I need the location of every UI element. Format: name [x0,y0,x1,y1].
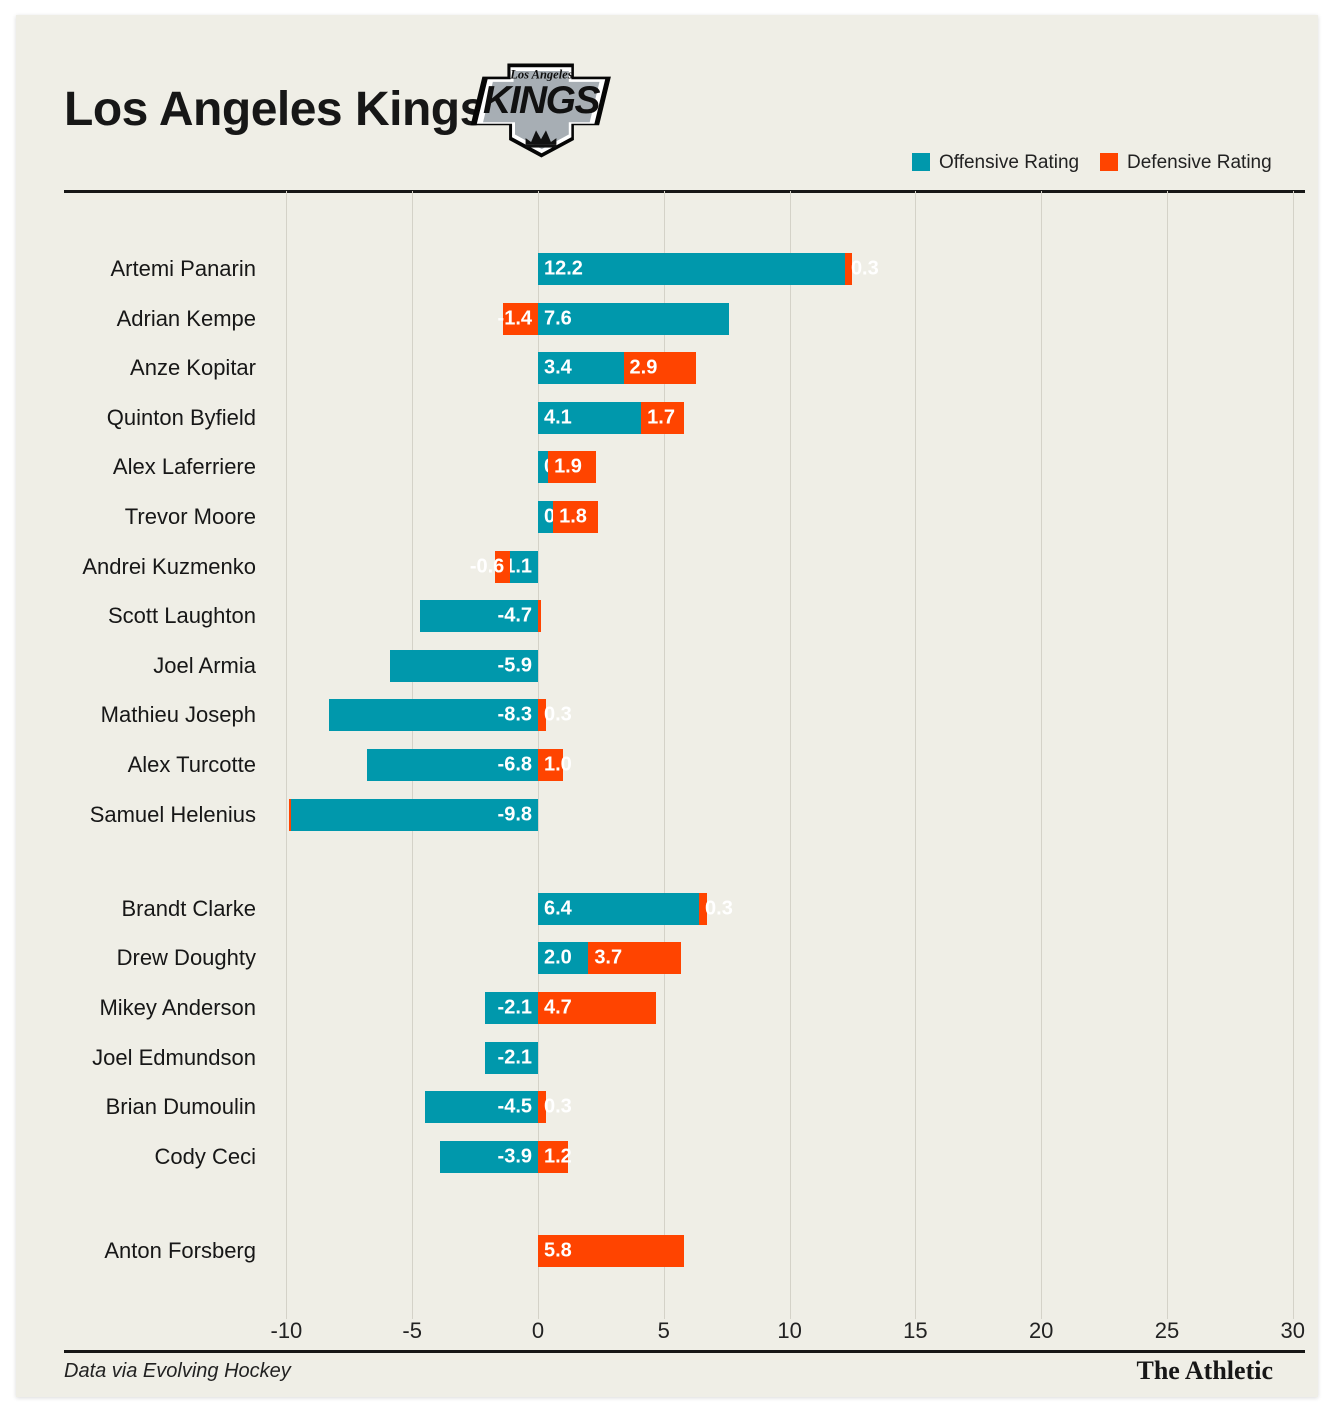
svg-text:KINGS: KINGS [483,79,601,122]
